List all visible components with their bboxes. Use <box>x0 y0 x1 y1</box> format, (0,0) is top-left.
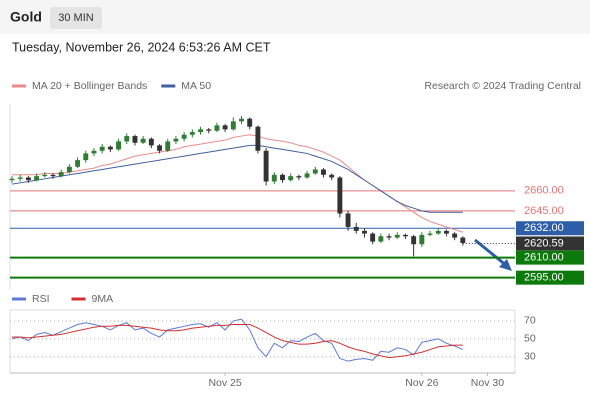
candle-body <box>280 174 285 181</box>
candle-body <box>140 138 146 143</box>
level-label: 2595.00 <box>524 272 564 284</box>
candle-body <box>42 174 48 177</box>
candle-body <box>124 136 130 142</box>
candle-body <box>304 173 310 178</box>
candle-body <box>296 176 302 178</box>
timestamp: Tuesday, November 26, 2024 6:53:26 AM CE… <box>12 40 271 54</box>
candle-body <box>443 230 449 234</box>
candle-body <box>263 150 269 182</box>
candle-body <box>58 172 64 177</box>
candle-body <box>402 234 408 237</box>
candle-body <box>50 174 56 177</box>
moving-average <box>11 144 463 213</box>
legend-label: MA 20 + Bollinger Bands <box>32 80 147 92</box>
candle-body <box>25 177 31 181</box>
legend-label: MA 50 <box>181 80 211 92</box>
candle-body <box>247 118 253 127</box>
rsi-frame <box>9 309 516 374</box>
candle-body <box>132 136 138 143</box>
level-label-box <box>516 250 584 265</box>
candle-body <box>427 233 433 235</box>
rsi-line <box>11 318 464 362</box>
level-label-box <box>516 270 584 285</box>
candle-body <box>370 233 376 242</box>
candle-body <box>345 213 351 227</box>
candle-body <box>452 233 458 238</box>
instrument-title: Gold <box>10 9 42 25</box>
candle-body <box>362 230 367 234</box>
level-label: 2620.59 <box>524 237 564 249</box>
legend-label: RSI <box>32 293 50 305</box>
candle-body <box>107 146 113 150</box>
candle-body <box>214 125 220 131</box>
level-label-box <box>516 236 584 251</box>
candle-body <box>34 176 40 181</box>
candle-body <box>321 169 326 175</box>
candle-body <box>378 236 384 242</box>
candle-body <box>460 237 466 243</box>
x-tick-label: Nov 30 <box>471 377 504 389</box>
rsi-tick-label: 30 <box>524 350 536 362</box>
candle-body <box>394 234 400 238</box>
credit: Research © 2024 Trading Central <box>424 80 581 92</box>
candle-body <box>165 141 171 151</box>
rsi-tick-label: 50 <box>524 333 536 345</box>
candle-body <box>198 129 203 133</box>
forecast-arrow <box>474 238 508 268</box>
x-tick-label: Nov 26 <box>405 377 438 389</box>
candle-body <box>75 160 81 167</box>
level-label-box <box>516 221 584 236</box>
candle-body <box>419 234 425 245</box>
level-label: 2660.00 <box>524 185 564 197</box>
timeframe-badge[interactable] <box>50 7 102 29</box>
candle-body <box>222 125 228 130</box>
candle-body <box>230 121 236 130</box>
candle-body <box>83 153 89 161</box>
candle-body <box>148 138 154 146</box>
forecast-arrowhead <box>499 259 512 271</box>
candle-body <box>173 138 179 142</box>
candle-body <box>271 174 277 182</box>
candle-body <box>181 134 187 139</box>
rsi-line <box>12 324 463 359</box>
candle-body <box>312 169 318 174</box>
candle-body <box>386 236 392 238</box>
moving-average <box>12 134 463 233</box>
candle-body <box>17 177 23 179</box>
candle-body <box>99 146 105 151</box>
candle-body <box>189 132 195 135</box>
legend-label: 9MA <box>92 293 114 305</box>
candle-body <box>206 129 212 131</box>
candle-body <box>91 150 97 154</box>
candle-body <box>255 126 261 151</box>
candle-body <box>353 226 359 231</box>
level-label: 2610.00 <box>524 252 564 264</box>
candle-body <box>435 230 441 234</box>
candle-body <box>239 118 244 122</box>
level-label: 2645.00 <box>524 205 564 217</box>
candle-body <box>157 145 162 151</box>
x-tick-label: Nov 25 <box>208 377 241 389</box>
candle-body <box>9 178 15 181</box>
candle-body <box>116 141 122 150</box>
candle-body <box>66 166 72 173</box>
candle-body <box>337 177 343 214</box>
timeframe[interactable]: 30 MIN <box>58 12 94 24</box>
candle-body <box>411 236 417 245</box>
rsi-tick-label: 70 <box>524 315 536 327</box>
level-label: 2632.00 <box>524 222 564 234</box>
candle-body <box>329 174 335 178</box>
candle-body <box>288 176 294 181</box>
